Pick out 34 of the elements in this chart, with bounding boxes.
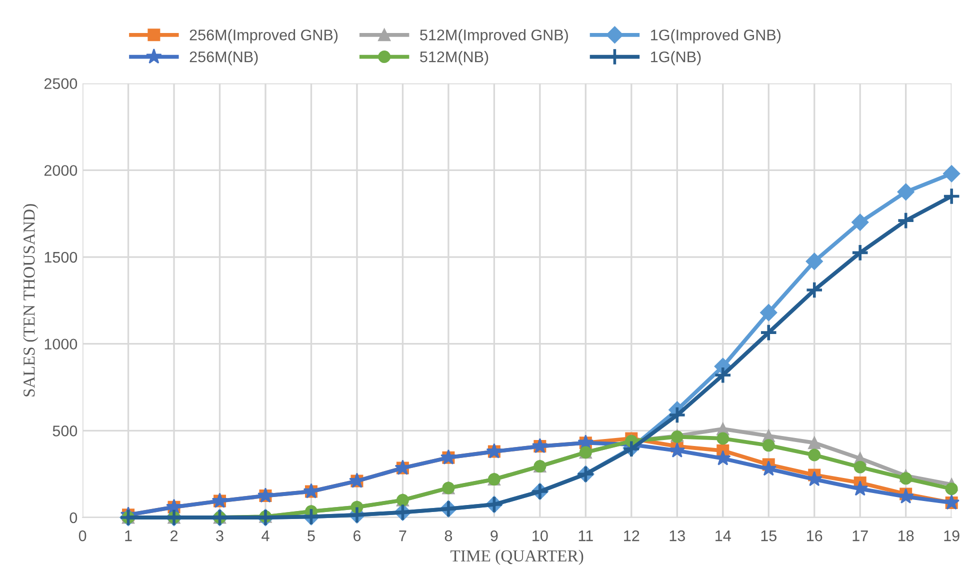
y-axis-title: SALES (TEN THOUSAND)	[23, 204, 38, 396]
legend-label: 512M(Improved GNB)	[420, 29, 568, 44]
legend-label: 512M(NB)	[420, 51, 488, 66]
x-tick-label: 7	[399, 530, 406, 542]
x-tick-label: 9	[490, 530, 498, 542]
y-tick-label: 2500	[44, 78, 78, 90]
x-tick-label: 10	[532, 530, 548, 542]
x-tick-label: 2	[170, 530, 178, 542]
legend-label: 256M(NB)	[190, 51, 258, 66]
x-tick-label: 14	[716, 530, 731, 542]
x-tick-label: 6	[354, 530, 361, 542]
legend-label: 256M(Improved GNB)	[190, 29, 338, 44]
y-tick-label: 1500	[44, 252, 78, 263]
legend-label: 1G(Improved GNB)	[651, 29, 780, 44]
x-tick-label: 16	[807, 530, 822, 542]
x-tick-label: 17	[852, 530, 868, 542]
x-tick-label: 11	[578, 530, 593, 542]
x-tick-label: 8	[444, 530, 452, 542]
x-tick-label: 18	[898, 530, 914, 542]
x-axis-title: TIME (QUARTER)	[450, 550, 584, 565]
x-tick-label: 3	[216, 530, 224, 542]
y-tick-label: 1000	[44, 338, 78, 350]
legend-label: 1G(NB)	[651, 51, 701, 66]
x-tick-label: 13	[670, 530, 685, 542]
x-tick-label: 19	[944, 530, 960, 542]
x-tick-label: 12	[624, 530, 640, 542]
x-tick-label: 5	[308, 530, 315, 542]
y-tick-label: 2000	[44, 165, 78, 176]
x-tick-label: 1	[125, 530, 132, 542]
y-tick-label: 0	[70, 512, 78, 524]
x-tick-label: 0	[78, 530, 86, 542]
x-tick-label: 15	[761, 530, 776, 542]
x-tick-label: 4	[262, 530, 270, 542]
y-tick-label: 500	[52, 426, 78, 436]
